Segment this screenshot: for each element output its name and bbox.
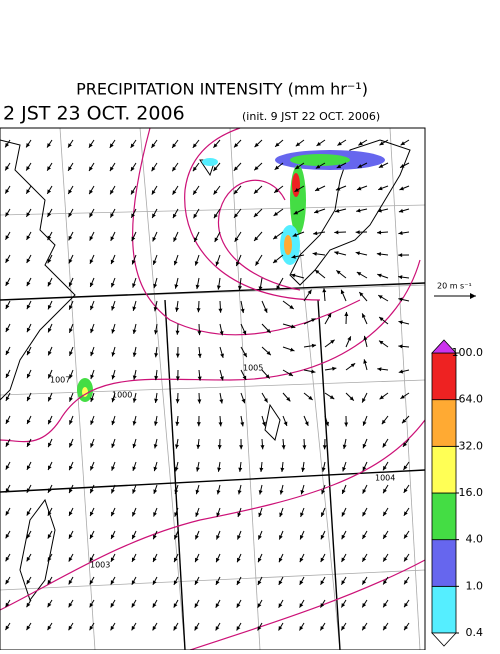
colorbar-tick-label: 100.0 [452,346,484,359]
wind-scale-arrowhead [470,293,476,299]
colorbar: 0.4 1.0 4.0 16.0 32.0 64.0 100.0 [432,340,483,646]
colorbar-segment [432,493,456,540]
colorbar-segment [432,353,456,400]
colorbar-tick-label: 32.0 [459,439,484,452]
wind-scale: 20 m s⁻¹ [434,282,476,300]
isobar-label: 1000 [112,391,132,400]
colorbar-tick-label: 64.0 [459,393,484,406]
wind-scale-label: 20 m s⁻¹ [437,282,472,291]
isobar-label: 1003 [90,561,110,570]
precip-area [284,235,292,255]
colorbar-tick-label: 1.0 [466,579,484,592]
colorbar-segment [432,586,456,633]
colorbar-segment [432,400,456,447]
isobar-label: 1005 [243,364,263,373]
colorbar-tick-label: 0.4 [466,626,484,639]
precip-area [290,154,350,166]
colorbar-segment [432,446,456,493]
map-area: 1007 1005 1004 1003 1000 [0,128,425,650]
precip-area [292,173,300,197]
colorbar-under [432,633,456,646]
precip-area [202,158,218,166]
colorbar-tick-label: 4.0 [466,533,484,546]
valid-time: 2 JST 23 OCT. 2006 [3,103,185,125]
colorbar-tick-label: 16.0 [459,486,484,499]
isobar-label: 1007 [50,376,70,385]
title: PRECIPITATION INTENSITY (mm hr⁻¹) [76,80,368,99]
isobar-label: 1004 [375,474,395,483]
colorbar-segment [432,540,456,587]
init-time: (init. 9 JST 22 OCT. 2006) [242,110,380,123]
